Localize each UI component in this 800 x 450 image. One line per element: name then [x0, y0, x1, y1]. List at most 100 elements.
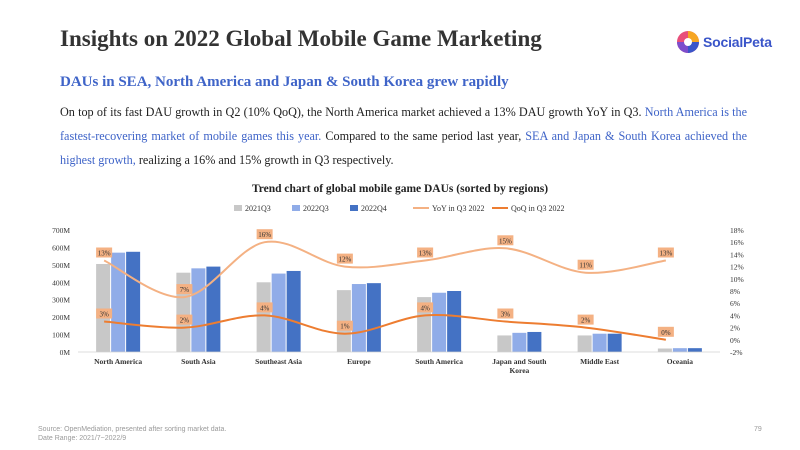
qoq-data-label: 2%	[180, 317, 190, 325]
bar-2022q4	[447, 291, 462, 352]
left-axis-tick: 100M	[52, 331, 70, 340]
qoq-data-label: 2%	[581, 317, 591, 325]
section-subtitle: DAUs in SEA, North America and Japan & S…	[60, 74, 509, 90]
bar-2022q3	[351, 284, 366, 352]
yoy-line	[103, 240, 667, 299]
bar-2022q4	[366, 283, 381, 352]
left-axis-tick: 700M	[52, 226, 70, 235]
data-label-box	[256, 229, 273, 240]
paragraph-highlight-1: North America is the fastest-recovering …	[60, 105, 747, 143]
legend-swatch-2021q3	[234, 205, 242, 211]
data-label-box	[96, 308, 113, 319]
data-label-box	[417, 247, 434, 258]
qoq-line	[104, 314, 667, 341]
data-label-box	[577, 314, 594, 325]
paragraph-highlight-2: SEA and Japan & South Korea achieved the…	[60, 129, 747, 167]
logo-icon	[677, 31, 699, 53]
legend-label-2022q4: 2022Q4	[361, 204, 387, 213]
right-axis-tick: 2%	[730, 324, 740, 333]
right-axis-tick: 8%	[730, 287, 740, 296]
bar-2022q4	[607, 333, 622, 352]
date-range-note: Date Range: 2021/7~2022/9	[38, 435, 127, 442]
right-axis-tick: 18%	[730, 226, 744, 235]
yoy-data-label: 11%	[579, 262, 592, 270]
bar-2022q3	[672, 348, 687, 352]
chart-title: Trend chart of global mobile game DAUs (…	[252, 183, 548, 195]
bar-2022q3	[271, 273, 286, 352]
legend-label-line-4: QoQ in Q3 2022	[511, 204, 565, 213]
category-label: South Asia	[181, 357, 216, 366]
qoq-data-label: 3%	[501, 311, 511, 319]
right-axis-tick: 12%	[730, 263, 744, 272]
insight-paragraph: On top of its fast DAU growth in Q2 (10%…	[60, 100, 747, 172]
bar-2022q4	[527, 331, 542, 352]
data-label-box	[176, 284, 193, 295]
page-title: Insights on 2022 Global Mobile Game Mark…	[60, 26, 542, 51]
qoq-data-label: 3%	[99, 311, 109, 319]
bar-2021q3	[96, 263, 111, 352]
data-label-box	[176, 314, 193, 325]
left-axis-tick: 0M	[60, 348, 71, 357]
data-label-box	[336, 253, 353, 264]
bar-2022q3	[111, 252, 126, 352]
bar-2021q3	[577, 335, 592, 352]
data-label-box	[497, 235, 514, 246]
data-label-box	[657, 326, 674, 337]
left-axis-tick: 300M	[52, 296, 70, 305]
category-label: Oceania	[667, 357, 693, 366]
bar-2022q4	[126, 251, 141, 352]
left-axis-tick: 600M	[52, 243, 70, 252]
data-label-box	[577, 259, 594, 270]
data-label-box	[497, 308, 514, 319]
source-note: Source: OpenMediation, presented after s…	[38, 426, 227, 433]
yoy-data-label: 7%	[180, 286, 190, 294]
yoy-data-label: 13%	[419, 250, 432, 258]
right-axis-tick: 4%	[730, 311, 740, 320]
left-axis-tick: 500M	[52, 261, 70, 270]
qoq-data-label: 4%	[260, 304, 270, 312]
data-label-box	[657, 247, 674, 258]
paragraph-text-1: On top of its fast DAU growth in Q2 (10%…	[60, 105, 645, 119]
data-label-box	[336, 320, 353, 331]
category-label: Southeast Asia	[255, 357, 302, 366]
right-axis-tick: 14%	[730, 250, 744, 259]
qoq-data-label: 4%	[420, 304, 430, 312]
qoq-data-label: 0%	[661, 329, 671, 337]
left-axis-tick: 200M	[52, 313, 70, 322]
legend-label-2021q3: 2021Q3	[245, 204, 271, 213]
qoq-data-label: 1%	[340, 323, 350, 331]
bar-2022q4	[206, 266, 221, 352]
category-label: South America	[415, 357, 463, 366]
category-label: North America	[94, 357, 142, 366]
bar-2021q3	[256, 282, 271, 352]
logo-text: SocialPeta	[703, 34, 772, 50]
socialpeta-logo: SocialPeta	[676, 28, 772, 56]
category-label: Europe	[347, 357, 371, 366]
bar-2022q4	[286, 270, 301, 352]
page-number: 79	[754, 426, 762, 433]
bar-2022q3	[592, 333, 607, 352]
legend-swatch-2022q3	[292, 205, 300, 211]
yoy-data-label: 12%	[338, 256, 351, 264]
category-label-line2: Korea	[509, 366, 529, 375]
bar-2022q3	[191, 268, 206, 352]
right-axis-tick: -2%	[730, 348, 743, 357]
dau-trend-chart: Trend chart of global mobile game DAUs (…	[52, 183, 744, 375]
yoy-data-label: 16%	[258, 231, 271, 239]
bar-2022q3	[512, 332, 527, 352]
legend-swatch-2022q4	[350, 205, 358, 211]
yoy-data-label: 13%	[659, 250, 672, 258]
category-label: Middle East	[580, 357, 619, 366]
right-axis-tick: 6%	[730, 299, 740, 308]
data-label-box	[96, 247, 113, 258]
right-axis-tick: 10%	[730, 275, 744, 284]
bar-2022q4	[687, 348, 702, 352]
left-axis-tick: 400M	[52, 278, 70, 287]
right-axis-tick: 0%	[730, 336, 740, 345]
data-label-box	[256, 302, 273, 313]
paragraph-text-3: realizing a 16% and 15% growth in Q3 res…	[135, 153, 394, 167]
yoy-data-label: 15%	[499, 237, 512, 245]
bar-2021q3	[657, 348, 672, 352]
legend-label-2022q3: 2022Q3	[303, 204, 329, 213]
bar-2021q3	[497, 335, 512, 352]
